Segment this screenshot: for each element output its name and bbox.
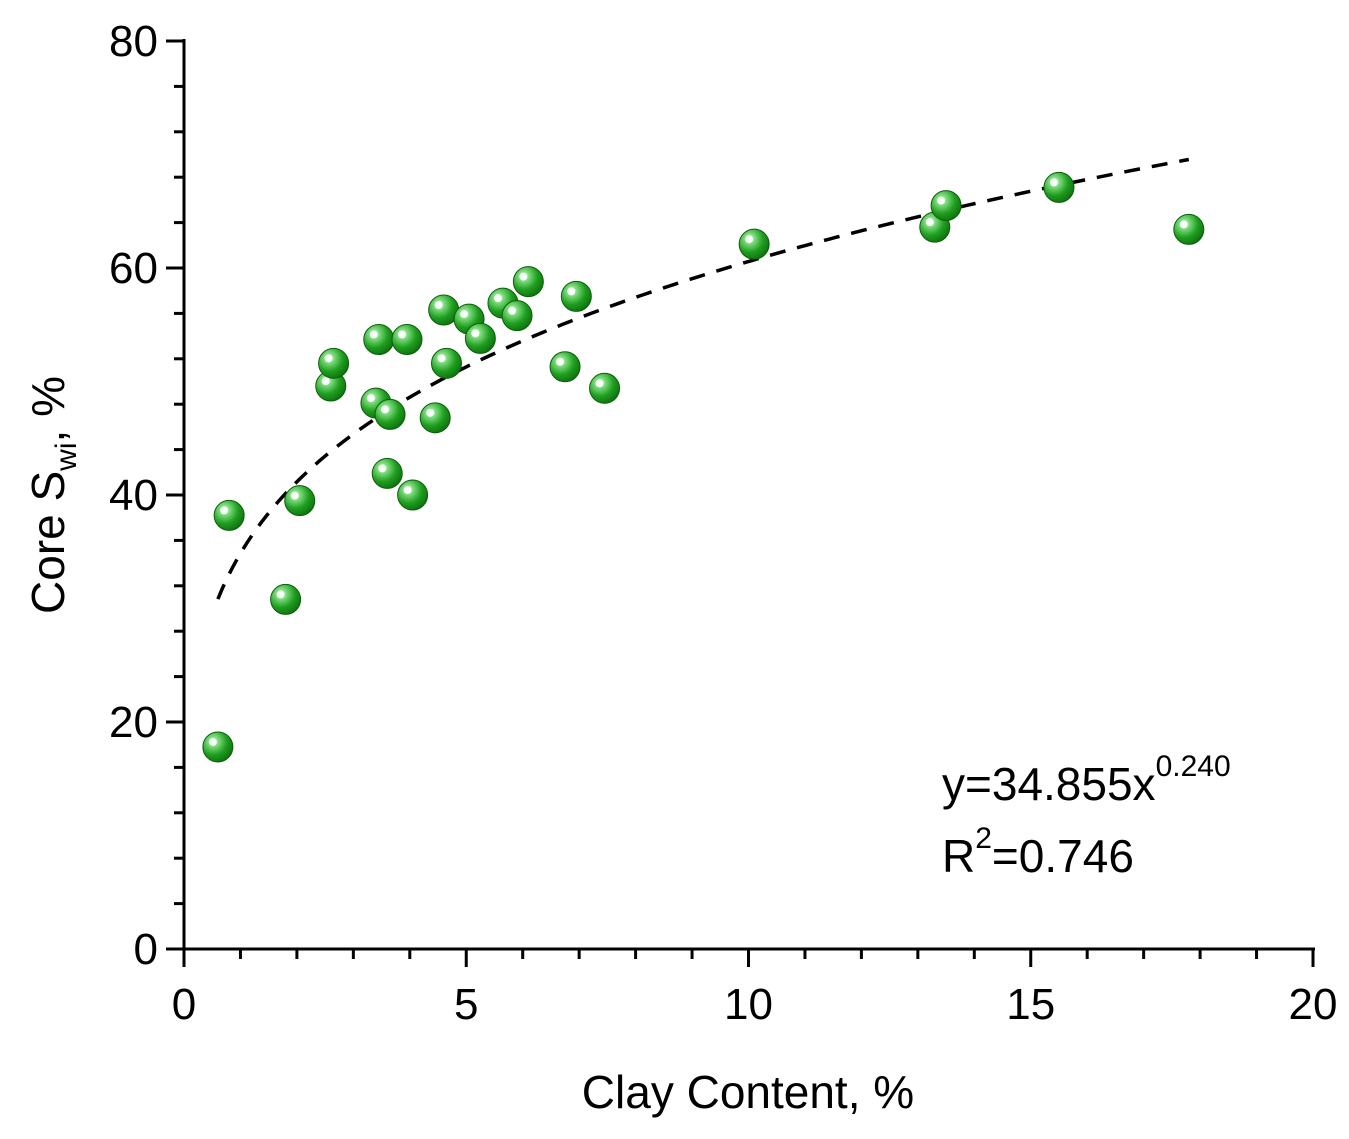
data-point xyxy=(202,731,234,763)
y-tick-label: 60 xyxy=(109,244,158,293)
x-tick-label: 20 xyxy=(1289,980,1338,1029)
data-point xyxy=(1043,171,1075,203)
y-tick-label: 40 xyxy=(109,471,158,520)
x-tick-label: 10 xyxy=(724,980,773,1029)
data-point xyxy=(560,280,592,312)
x-tick-label: 5 xyxy=(454,980,478,1029)
data-point xyxy=(371,457,403,489)
data-point xyxy=(213,499,245,531)
data-point xyxy=(501,300,533,332)
x-axis-title: Clay Content, % xyxy=(582,1066,914,1118)
fit-equation: y=34.855x0.240 xyxy=(942,750,1231,810)
axis-ticks: 0 5 10 15 20 0 20 40 60 80 xyxy=(109,17,1337,1029)
data-point xyxy=(512,266,544,298)
data-point xyxy=(318,347,350,379)
y-axis-title: Core Swi, % xyxy=(22,376,83,614)
y-tick-label: 80 xyxy=(109,17,158,66)
y-axis-title-main: Core S xyxy=(22,471,74,614)
y-tick-label: 0 xyxy=(134,925,158,974)
r-squared-exponent: 2 xyxy=(975,822,992,855)
x-tick-label: 15 xyxy=(1006,980,1055,1029)
data-point xyxy=(1173,213,1205,245)
fit-r-squared: R2=0.746 xyxy=(942,822,1134,882)
data-point xyxy=(270,583,302,615)
data-point xyxy=(464,322,496,354)
r-squared-value: =0.746 xyxy=(992,830,1134,882)
data-point xyxy=(589,372,621,404)
data-point xyxy=(363,324,395,356)
x-tick-label: 0 xyxy=(172,980,196,1029)
fit-curve-group xyxy=(216,157,1190,600)
data-point xyxy=(391,324,423,356)
data-point xyxy=(419,402,451,434)
y-tick-label: 20 xyxy=(109,698,158,747)
fit-equation-exponent: 0.240 xyxy=(1156,750,1231,783)
y-axis-title-subscript: wi xyxy=(50,442,83,471)
power-fit-curve xyxy=(216,157,1190,600)
data-point xyxy=(738,228,770,260)
data-point xyxy=(549,351,581,383)
y-axis-title-suffix: , % xyxy=(22,376,74,442)
data-points xyxy=(202,171,1205,763)
data-point xyxy=(430,347,462,379)
data-point xyxy=(284,485,316,517)
data-point xyxy=(930,190,962,222)
data-point xyxy=(374,398,406,430)
fit-equation-base: y=34.855x xyxy=(942,758,1156,810)
data-point xyxy=(397,479,429,511)
r-squared-base: R xyxy=(942,830,975,882)
axes xyxy=(182,39,1315,951)
